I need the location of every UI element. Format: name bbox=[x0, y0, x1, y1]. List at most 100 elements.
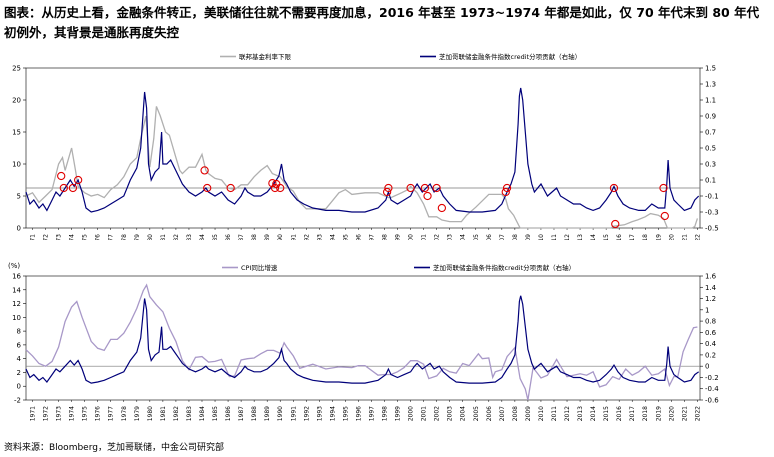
marker-circle bbox=[437, 203, 447, 213]
x-tick-label: 1998 bbox=[382, 406, 389, 421]
x-tick-label: 2022 bbox=[694, 406, 701, 421]
y-left-tick-label: 4 bbox=[17, 355, 22, 363]
x-tick-label: 1984 bbox=[199, 406, 206, 421]
y-left-tick-label: 25 bbox=[12, 65, 21, 73]
x-tick-label: 1998 bbox=[382, 234, 389, 240]
marker-circle bbox=[406, 183, 415, 193]
x-tick-label: 1996 bbox=[355, 234, 362, 240]
x-tick-label: 2008 bbox=[512, 406, 519, 421]
x-tick-label: 1983 bbox=[186, 234, 193, 240]
x-tick-label: 2020 bbox=[668, 406, 675, 421]
x-tick-label: 2017 bbox=[629, 406, 636, 421]
x-tick-label: 2010 bbox=[538, 234, 545, 240]
x-tick-label: 2018 bbox=[642, 234, 649, 240]
x-tick-label: 1972 bbox=[43, 406, 50, 421]
legend-label: CPI同比增速 bbox=[241, 263, 278, 272]
x-tick-label: 2011 bbox=[551, 406, 558, 421]
x-tick-label: 2015 bbox=[603, 234, 610, 240]
x-tick-label: 1976 bbox=[95, 406, 102, 421]
marker-circle bbox=[382, 187, 392, 197]
chart-cpi-vs-credit: -2 0 2 4 6 8 10 12 14 16 -0.6 -0.4 -0.2 0 0.2 0.4 0.6 0.8… bbox=[8, 262, 719, 421]
x-tick-label: 1973 bbox=[56, 234, 63, 240]
x-tick-label: 1991 bbox=[290, 406, 297, 421]
x-tick-label: 2000 bbox=[408, 406, 415, 421]
x-tick-label: 1976 bbox=[95, 234, 102, 240]
y-right-tick-label: 0.5 bbox=[705, 145, 716, 153]
x-tick-label: 1997 bbox=[368, 234, 375, 240]
marker-circle bbox=[73, 175, 83, 185]
x-tick-label: 2021 bbox=[681, 406, 688, 421]
y-left-tick-label: 16 bbox=[12, 273, 21, 281]
x-tick-label: 1986 bbox=[225, 406, 232, 421]
y-right-tick-label: 0.2 bbox=[705, 351, 716, 359]
chart-fed-funds-vs-credit: 0 5 10 15 20 25 -0.5 -0.3 -0.1 0.1 0.3 0.5 0.7 0.9 1.1… bbox=[12, 52, 719, 240]
x-tick-label: 2005 bbox=[473, 234, 480, 240]
y-right-tick-label: 1.4 bbox=[705, 284, 717, 292]
x-tick-label: 1989 bbox=[264, 406, 271, 421]
series-line-primary bbox=[25, 106, 699, 229]
y-left-tick-label: -2 bbox=[14, 397, 21, 405]
y-left-tick-label: 2 bbox=[17, 369, 21, 377]
marker-circle bbox=[420, 183, 430, 193]
x-tick-label: 1985 bbox=[212, 406, 219, 421]
x-tick-label: 1990 bbox=[277, 406, 284, 421]
x-tick-label: 2001 bbox=[421, 234, 428, 240]
x-tick-label: 2014 bbox=[590, 234, 597, 240]
marker-circle bbox=[276, 183, 285, 193]
x-tick-label: 1991 bbox=[290, 234, 297, 240]
y-left-tick-label: 6 bbox=[17, 341, 22, 349]
x-tick-label: 1981 bbox=[160, 406, 167, 421]
y-right-tick-label: 1.3 bbox=[705, 81, 716, 89]
x-tick-label: 1972 bbox=[43, 234, 50, 240]
y-right-tick-label: 0.8 bbox=[705, 318, 716, 326]
y-left-tick-label: 0 bbox=[17, 383, 21, 391]
x-tick-label: 2002 bbox=[434, 234, 441, 240]
x-tick-label: 1981 bbox=[160, 234, 167, 240]
x-tick-label: 2014 bbox=[590, 406, 597, 421]
x-tick-label: 2002 bbox=[434, 406, 441, 421]
x-tick-label: 1995 bbox=[342, 234, 349, 240]
x-tick-label: 2005 bbox=[473, 406, 480, 421]
y-right-tick-label: 0 bbox=[705, 363, 709, 371]
series-line-credit bbox=[25, 295, 700, 384]
x-tick-label: 1985 bbox=[212, 234, 219, 240]
y-left-tick-label: 10 bbox=[12, 161, 21, 169]
marker-circle bbox=[659, 183, 668, 193]
y-left-tick-label: 8 bbox=[17, 328, 21, 336]
x-tick-label: 2011 bbox=[551, 234, 558, 240]
x-tick-label: 1990 bbox=[277, 234, 284, 240]
series-line-primary bbox=[25, 283, 698, 401]
marker-circle bbox=[200, 166, 209, 175]
x-tick-label: 2020 bbox=[668, 234, 675, 240]
x-tick-label: 2007 bbox=[499, 406, 506, 421]
y-left-unit: (%) bbox=[8, 262, 20, 270]
y-left-tick-label: 10 bbox=[12, 314, 21, 322]
x-tick-label: 1994 bbox=[329, 406, 336, 421]
x-tick-label: 1977 bbox=[108, 234, 115, 240]
x-tick-label: 2009 bbox=[525, 406, 532, 421]
x-tick-label: 1984 bbox=[199, 234, 206, 240]
plot-frame bbox=[25, 275, 701, 401]
y-right-tick-label: 1.6 bbox=[705, 273, 717, 281]
y-right-tick-label: 1 bbox=[705, 306, 709, 314]
x-tick-label: 2006 bbox=[486, 406, 493, 421]
x-tick-label: 1999 bbox=[395, 234, 402, 240]
y-right-tick-label: 0.7 bbox=[705, 129, 716, 137]
x-tick-label: 2019 bbox=[655, 406, 662, 421]
x-tick-label: 1977 bbox=[108, 406, 115, 421]
page-title: 图表：从历史上看，金融条件转正，美联储往往就不需要再度加息，2016 年甚至 1… bbox=[4, 5, 760, 40]
x-tick-label: 1997 bbox=[368, 406, 375, 421]
x-tick-label: 2003 bbox=[447, 234, 454, 240]
x-tick-label: 1971 bbox=[30, 406, 37, 421]
x-tick-label: 2003 bbox=[447, 406, 454, 421]
x-tick-label: 1993 bbox=[316, 234, 323, 240]
x-tick-label: 2018 bbox=[642, 406, 649, 421]
y-right-tick-label: -0.6 bbox=[705, 397, 719, 405]
x-tick-label: 1982 bbox=[173, 406, 180, 421]
y-left-tick-label: 12 bbox=[12, 300, 21, 308]
y-right-tick-label: 0.3 bbox=[705, 161, 716, 169]
x-tick-label: 1979 bbox=[134, 406, 141, 421]
x-tick-label: 1987 bbox=[238, 406, 245, 421]
x-tick-label: 2012 bbox=[564, 234, 571, 240]
x-tick-label: 1999 bbox=[395, 406, 402, 421]
